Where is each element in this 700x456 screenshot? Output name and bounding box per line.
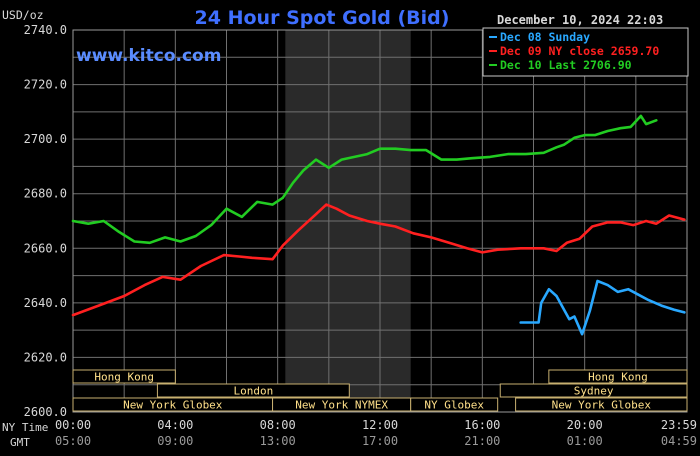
y-axis-ticks: 2600.0 2620.0 2640.0 2660.0 2680.0 2700.0 2720… (24, 23, 67, 419)
session-bar: Hong Kong (72, 369, 176, 384)
y-tick-label: 2620.0 (24, 350, 67, 364)
y-tick-label: 2680.0 (24, 187, 67, 201)
x-tick-label-gmt: 05:00 (55, 434, 91, 448)
series-line (71, 203, 686, 317)
unit-label: USD/oz (2, 8, 44, 22)
session-label: Hong Kong (588, 371, 648, 384)
session-box (515, 397, 688, 412)
x-tick-label-gmt: 13:00 (260, 434, 296, 448)
y-tick-label: 2740.0 (24, 23, 67, 37)
session-label: London (233, 385, 273, 398)
y-tick-label: 2600.0 (24, 405, 67, 419)
grid (72, 29, 688, 413)
session-box (548, 369, 688, 384)
session-box (156, 383, 350, 398)
x-tick-label-ny: 23:59 (661, 418, 697, 432)
y-tick-label: 2700.0 (24, 132, 67, 146)
legend-entry: Dec 09 NY close 2659.70 (500, 44, 659, 58)
x-tick-label-gmt: 09:00 (157, 434, 193, 448)
session-bar: New York Globex (515, 397, 688, 412)
session-bar: New York NYMEX (272, 397, 412, 412)
x-tick-label-gmt: 21:00 (464, 434, 500, 448)
session-label: NY Globex (424, 399, 484, 412)
x-tick-label-gmt: 17:00 (362, 434, 398, 448)
session-label: New York Globex (552, 399, 652, 412)
chart-datetime: December 10, 2024 22:03 (497, 13, 663, 27)
gmt-axis-name: GMT (10, 436, 30, 449)
series-line (71, 114, 658, 245)
x-tick-label-ny: 08:00 (260, 418, 296, 432)
legend-entry: Dec 10 Last 2706.90 (500, 58, 632, 72)
series-line (519, 279, 686, 336)
x-tick-label-ny: 20:00 (567, 418, 603, 432)
session-bar: New York Globex (72, 397, 274, 412)
session-bar: Sydney (499, 383, 688, 398)
brand-watermark[interactable]: www.kitco.com (76, 46, 221, 66)
legend-box (482, 27, 689, 77)
price-series (71, 114, 686, 336)
x-tick-label-ny: 12:00 (362, 418, 398, 432)
session-box (410, 397, 499, 412)
ny-time-axis-name: NY Time (2, 421, 48, 434)
x-tick-label-gmt: 01:00 (567, 434, 603, 448)
x-tick-label-ny: 00:00 (55, 418, 91, 432)
y-tick-label: 2640.0 (24, 296, 67, 310)
session-box (72, 369, 176, 384)
y-tick-label: 2720.0 (24, 78, 67, 92)
session-bar: Hong Kong (548, 369, 688, 384)
session-label: New York Globex (123, 399, 223, 412)
session-label: Sydney (574, 385, 614, 398)
x-tick-label-ny: 16:00 (464, 418, 500, 432)
session-label: New York NYMEX (295, 399, 388, 412)
legend-entry: Dec 08 Sunday (500, 30, 590, 44)
x-tick-label-gmt: 04:59 (661, 434, 697, 448)
session-bar: NY Globex (410, 397, 499, 412)
x-tick-label-ny: 04:00 (157, 418, 193, 432)
session-bar: London (156, 383, 350, 398)
session-box (499, 383, 688, 398)
chart-title: 24 Hour Spot Gold (Bid) (195, 7, 450, 29)
session-label: Hong Kong (94, 371, 154, 384)
x-axis-ticks: 00:00 04:00 08:00 12:00 16:00 20:00 23:59 05:00… (55, 418, 697, 448)
y-tick-label: 2660.0 (24, 241, 67, 255)
